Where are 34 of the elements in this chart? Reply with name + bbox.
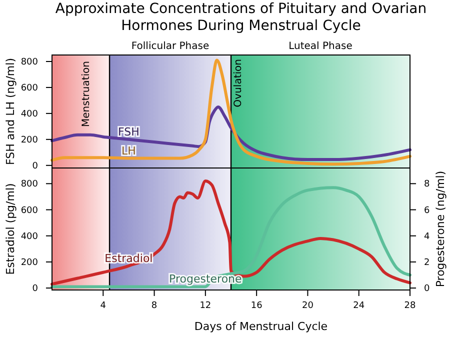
- series-label: FSH: [118, 125, 140, 138]
- y2-tick-label: 4: [424, 232, 430, 242]
- y-tick-label: 800: [20, 57, 38, 68]
- y2-tick-label: 6: [424, 206, 430, 216]
- y-tick-label: 400: [20, 109, 38, 120]
- y-tick-label: 0: [32, 161, 38, 172]
- ref-line-label: Ovulation: [233, 59, 244, 108]
- y-axis-title: FSH and LH (ng/ml): [4, 58, 17, 165]
- y2-tick-label: 2: [424, 258, 430, 268]
- y2-axis-title: Progesterone (ng/ml): [434, 170, 447, 288]
- x-tick-label: 8: [151, 301, 158, 311]
- x-tick-label: 28: [404, 301, 416, 311]
- band-label: Luteal Phase: [288, 41, 352, 52]
- y-tick-label: 600: [20, 206, 38, 216]
- chart-title: Approximate Concentrations of Pituitary and Ovarian Hormones During Menstrual Cycle: [55, 1, 427, 34]
- y-tick-label: 400: [20, 232, 38, 242]
- x-tick-label: 4: [100, 301, 106, 311]
- x-tick-label: 12: [200, 301, 212, 311]
- x-axis-title: Days of Menstrual Cycle: [194, 320, 328, 333]
- x-tick-label: 16: [250, 301, 263, 311]
- x-tick-label: 20: [302, 301, 314, 311]
- line-series: [50, 58, 412, 166]
- y2-tick-label: 8: [424, 180, 430, 190]
- y-tick-label: 600: [20, 83, 38, 94]
- series-label: LH: [122, 144, 136, 158]
- band-label: Menstruation: [80, 61, 92, 127]
- y2-tick-label: 0: [424, 284, 430, 294]
- y-tick-label: 200: [20, 258, 38, 268]
- x-tick-label: 24: [353, 301, 365, 311]
- band-label: Follicular Phase: [131, 41, 210, 52]
- y-tick-label: 200: [20, 135, 38, 146]
- y-tick-label: 0: [32, 284, 38, 294]
- y-axis-title: Estradiol (pg/ml): [4, 183, 17, 275]
- y-tick-label: 800: [20, 180, 38, 190]
